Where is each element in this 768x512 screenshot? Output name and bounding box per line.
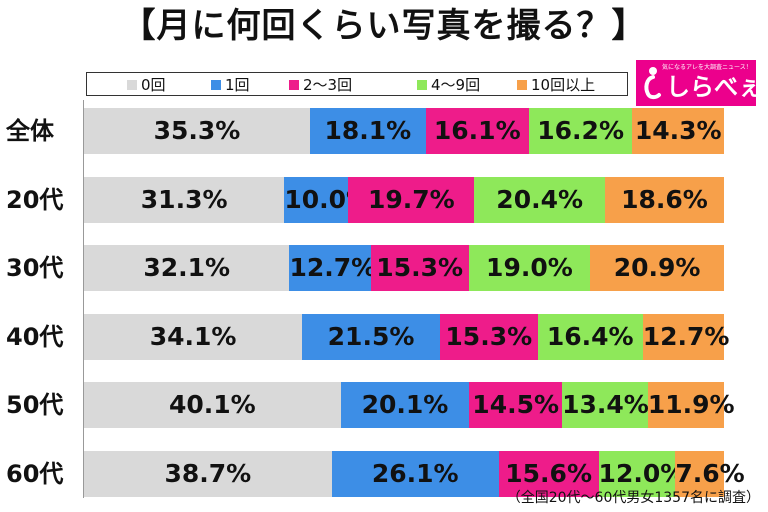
data-label: 12.7% xyxy=(642,321,730,351)
data-label: 19.7% xyxy=(367,184,455,214)
legend-swatch xyxy=(211,80,221,90)
data-label: 19.0% xyxy=(486,253,573,283)
bar-segment: 20.1% xyxy=(340,382,470,429)
category-label: 60代 xyxy=(6,460,64,488)
bar-segment: 21.5% xyxy=(302,313,440,360)
legend-label: 10回以上 xyxy=(531,76,596,94)
bar-segment: 14.5% xyxy=(469,382,563,429)
legend-swatch xyxy=(517,80,527,90)
data-label: 32.1% xyxy=(143,253,231,283)
legend-item: 0回 xyxy=(127,75,166,95)
data-label: 14.5% xyxy=(472,390,560,420)
data-label: 26.1% xyxy=(371,459,459,488)
chart-legend: 0回 1回 2～3回 4～9回 10回以上 xyxy=(86,72,628,96)
data-label: 18.6% xyxy=(621,184,708,214)
legend-label: 1回 xyxy=(225,76,250,94)
bar-segment: 19.7% xyxy=(348,176,475,223)
data-label: 38.7% xyxy=(164,459,252,488)
bar-segment: 31.3% xyxy=(84,176,285,223)
data-label: 20.9% xyxy=(613,253,701,283)
bar-segment: 38.7% xyxy=(84,451,332,497)
data-label: 11.9% xyxy=(647,390,735,420)
data-label: 34.1% xyxy=(149,321,237,351)
data-label: 7.6% xyxy=(675,459,745,488)
data-label: 10.0% xyxy=(284,184,372,214)
data-label: 12.0% xyxy=(598,459,686,488)
bar-segment: 13.4% xyxy=(562,382,649,429)
brand-logo: 気になるアレを大調査ニュース！ しらべぇ xyxy=(636,60,756,106)
data-label: 15.3% xyxy=(376,253,464,283)
bar-segment: 20.4% xyxy=(474,176,605,223)
bar-segment: 35.3% xyxy=(84,108,310,154)
bar-segment: 16.4% xyxy=(537,313,643,360)
legend-swatch xyxy=(127,80,137,90)
chart-title: 【月に何回くらい写真を撮る？】 xyxy=(121,6,647,46)
data-label: 20.1% xyxy=(361,390,449,420)
legend-item: 1回 xyxy=(211,75,250,95)
data-label: 15.6% xyxy=(505,459,592,488)
bar-segment: 18.1% xyxy=(309,108,426,154)
category-label: 40代 xyxy=(6,322,64,351)
bar-segment: 40.1% xyxy=(84,382,341,429)
bar-segment: 12.7% xyxy=(289,245,377,292)
data-label: 13.4% xyxy=(562,390,649,420)
category-axis-line xyxy=(83,100,84,498)
data-label: 35.3% xyxy=(153,116,241,145)
legend-item: 10回以上 xyxy=(517,75,595,95)
source-note: （全国20代～60代男女1357名に調査） xyxy=(506,490,760,506)
bar-segment: 20.9% xyxy=(590,245,724,292)
bar-segment: 7.6% xyxy=(675,451,745,497)
logo-tagline: 気になるアレを大調査ニュース！ xyxy=(662,64,752,71)
logo-name: しらべぇ xyxy=(666,73,756,101)
bar-segment: 14.3% xyxy=(632,108,724,154)
bar-segment: 10.0% xyxy=(284,176,372,223)
data-label: 15.3% xyxy=(445,321,533,351)
data-label: 16.2% xyxy=(537,116,624,145)
data-label: 18.1% xyxy=(324,116,412,145)
data-label: 20.4% xyxy=(496,184,584,214)
legend-label: 0回 xyxy=(141,76,166,94)
data-label: 12.7% xyxy=(289,253,377,283)
category-label: 20代 xyxy=(6,185,64,214)
bar-segment: 11.9% xyxy=(647,382,735,429)
data-label: 16.4% xyxy=(546,321,634,351)
legend-item: 4～9回 xyxy=(417,75,480,95)
data-label: 31.3% xyxy=(140,184,228,214)
legend-swatch xyxy=(417,80,427,90)
bar-segment: 18.6% xyxy=(604,176,724,223)
bar-segment: 32.1% xyxy=(84,245,290,292)
category-label: 全体 xyxy=(6,117,54,145)
bar-segment: 15.6% xyxy=(498,451,599,497)
bar-segment: 34.1% xyxy=(84,313,303,360)
bar-segment: 15.3% xyxy=(439,313,538,360)
legend-item: 2～3回 xyxy=(289,75,352,95)
bar-segment: 12.7% xyxy=(642,313,730,360)
category-label: 50代 xyxy=(6,391,64,420)
logo-figure-icon xyxy=(644,67,661,100)
bar-segment: 26.1% xyxy=(331,451,499,497)
data-label: 14.3% xyxy=(634,116,722,145)
legend-label: 4～9回 xyxy=(431,76,481,94)
data-label: 40.1% xyxy=(168,390,256,420)
bar-segment: 16.1% xyxy=(425,108,529,154)
bar-segment: 15.3% xyxy=(370,245,469,292)
bar-segment: 19.0% xyxy=(468,245,591,292)
data-label: 21.5% xyxy=(327,321,415,351)
data-label: 16.1% xyxy=(433,116,521,145)
bar-segment: 16.2% xyxy=(528,108,633,154)
legend-label: 2～3回 xyxy=(303,76,353,94)
category-label: 30代 xyxy=(6,254,64,283)
bar-segment: 12.0% xyxy=(598,451,686,497)
legend-swatch xyxy=(289,80,299,90)
